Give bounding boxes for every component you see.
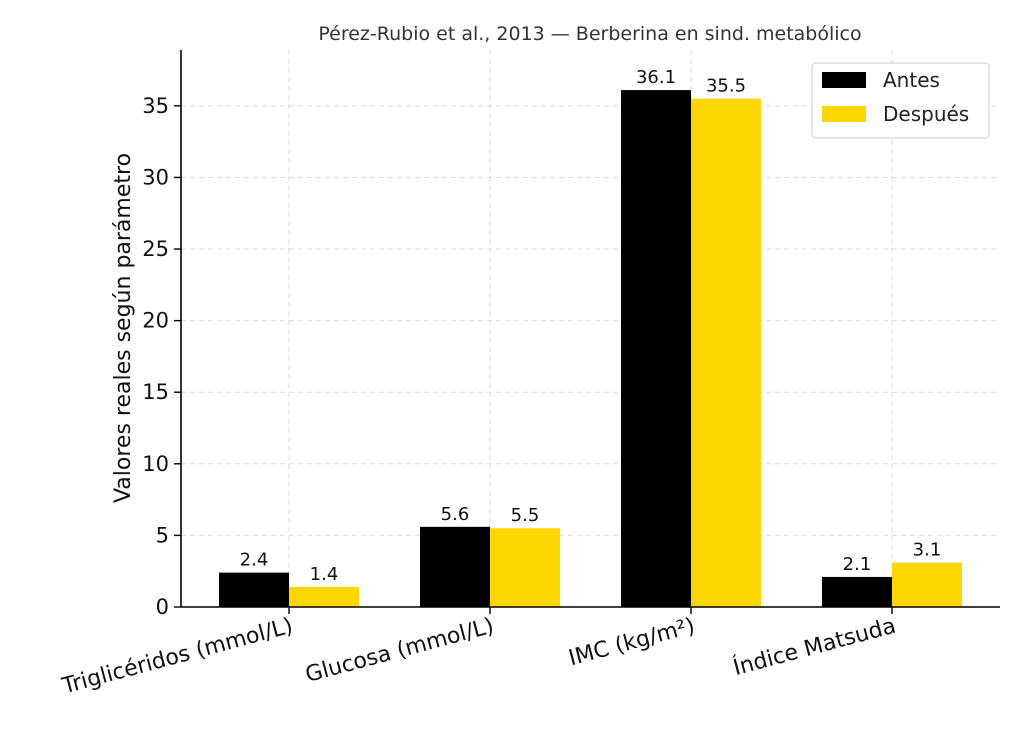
bar-value-label: 35.5: [706, 76, 746, 97]
bar-antes: [420, 526, 490, 607]
bar-value-label: 2.1: [843, 554, 872, 575]
y-tick-label: 25: [142, 237, 169, 261]
bar-despues: [490, 528, 560, 607]
y-tick-label: 15: [142, 380, 169, 404]
y-tick-label: 10: [142, 452, 169, 476]
chart-title: Pérez-Rubio et al., 2013 — Berberina en …: [318, 23, 861, 45]
bar-despues: [289, 586, 359, 607]
legend-swatch-despues: [822, 106, 866, 122]
x-tick-label: Índice Matsuda: [730, 613, 898, 681]
x-ticks: Triglicéridos (mmol/L) Glucosa (mmol/L) IM…: [59, 607, 899, 700]
y-tick-label: 35: [142, 94, 169, 118]
y-tick-label: 30: [142, 165, 169, 189]
bar-value-label: 3.1: [913, 540, 942, 561]
axes: [180, 50, 1000, 608]
bar-antes: [822, 576, 892, 607]
y-ticks: 0 5 10 15 20 25 30 35: [142, 94, 181, 619]
x-tick-label: Glucosa (mmol/L): [303, 614, 497, 688]
bar-value-label: 2.4: [240, 550, 269, 571]
legend-label: Después: [883, 102, 969, 126]
bar-despues: [892, 562, 962, 607]
legend-label: Antes: [883, 68, 940, 92]
bar-value-labels: 2.4 5.6 36.1 2.1 1.4 5.5 35.5 3.1: [240, 67, 942, 585]
legend-swatch-antes: [822, 72, 866, 88]
bar-despues: [691, 98, 761, 607]
x-tick-label: IMC (kg/m²): [566, 614, 697, 672]
bars: [219, 90, 962, 608]
bar-value-label: 5.6: [441, 504, 470, 525]
bar-value-label: 5.5: [511, 505, 540, 526]
bar-value-label: 1.4: [310, 564, 339, 585]
x-tick-label: Triglicéridos (mmol/L): [59, 614, 296, 700]
y-axis-label: Valores reales según parámetro: [111, 153, 136, 503]
y-tick-label: 0: [156, 595, 169, 619]
legend: Antes Después: [811, 62, 990, 139]
bar-value-label: 36.1: [636, 67, 676, 88]
y-tick-label: 20: [142, 309, 169, 333]
bar-antes: [621, 90, 691, 608]
bar-antes: [219, 572, 289, 607]
y-tick-label: 5: [156, 523, 169, 547]
